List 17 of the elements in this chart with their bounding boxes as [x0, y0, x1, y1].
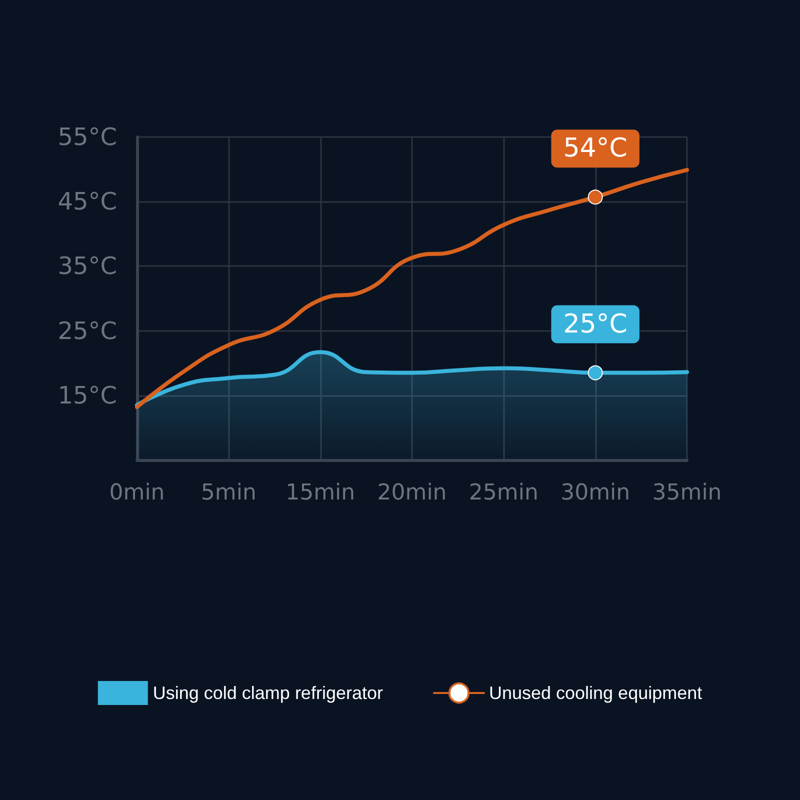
- annotation: 54°C: [563, 134, 628, 164]
- y-tick-label: 25°C: [58, 316, 117, 345]
- legend-label: Using cold clamp refrigerator: [152, 683, 383, 703]
- y-tick-label: 45°C: [58, 188, 117, 216]
- x-tick-label: 25min: [468, 480, 538, 506]
- x-tick-label: 0min: [109, 480, 165, 506]
- y-tick-label: 55°C: [58, 123, 117, 151]
- x-tick-label: 15min: [286, 480, 356, 506]
- y-tick-label: 35°C: [58, 252, 117, 280]
- x-tick-label: 20min: [377, 480, 447, 506]
- x-tick-label: 30min: [560, 480, 630, 506]
- annotation: 25°C: [563, 309, 628, 340]
- x-tick-label: 5min: [200, 480, 256, 506]
- line-series: [135, 168, 689, 410]
- legend-label: Unused cooling equipment: [488, 683, 702, 703]
- x-tick-label: 35min: [652, 480, 722, 506]
- y-tick-label: 15°C: [58, 381, 117, 410]
